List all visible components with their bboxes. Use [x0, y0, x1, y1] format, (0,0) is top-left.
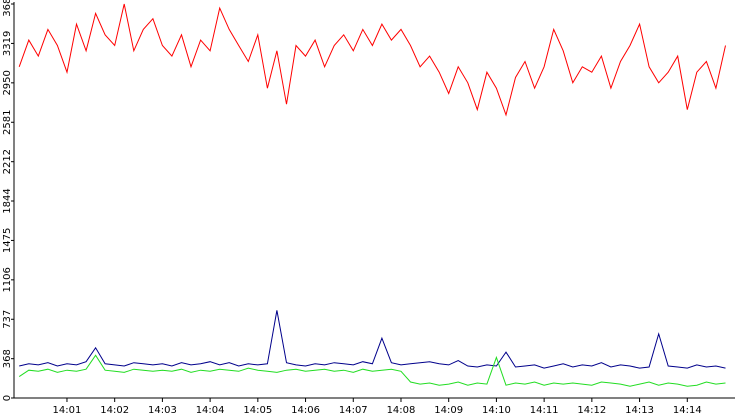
x-tick-label: 14:07 — [339, 405, 368, 415]
x-tick-label: 14:11 — [530, 405, 559, 415]
x-tick-label: 14:01 — [53, 405, 82, 415]
y-tick-label: 737 — [2, 310, 13, 329]
x-tick-label: 14:08 — [387, 405, 416, 415]
x-tick-label: 14:14 — [673, 405, 702, 415]
series-line — [18, 354, 726, 387]
y-tick-label: 368 — [2, 349, 13, 368]
y-tick-label: 2950 — [2, 70, 13, 95]
x-tick-label: 14:05 — [243, 405, 272, 415]
x-tick-label: 14:13 — [625, 405, 654, 415]
y-tick-label: 1475 — [2, 228, 13, 253]
x-tick-label: 14:03 — [148, 405, 177, 415]
y-tick-label: 2212 — [2, 149, 13, 174]
y-tick-label: 1106 — [2, 267, 13, 292]
x-tick-label: 14:09 — [434, 405, 463, 415]
x-tick-label: 14:02 — [100, 405, 129, 415]
x-tick-label: 14:10 — [482, 405, 511, 415]
y-tick-label: 3319 — [2, 31, 13, 56]
series-line — [19, 310, 726, 369]
x-tick-label: 14:04 — [196, 405, 225, 415]
y-tick-label: 1844 — [2, 188, 13, 213]
y-tick-label: 3688 — [2, 0, 13, 17]
y-tick-label: 0 — [2, 395, 13, 401]
series-line — [18, 3, 726, 117]
y-tick-label: 2581 — [2, 110, 13, 135]
x-tick-label: 14:12 — [577, 405, 606, 415]
x-tick-label: 14:06 — [291, 405, 320, 415]
